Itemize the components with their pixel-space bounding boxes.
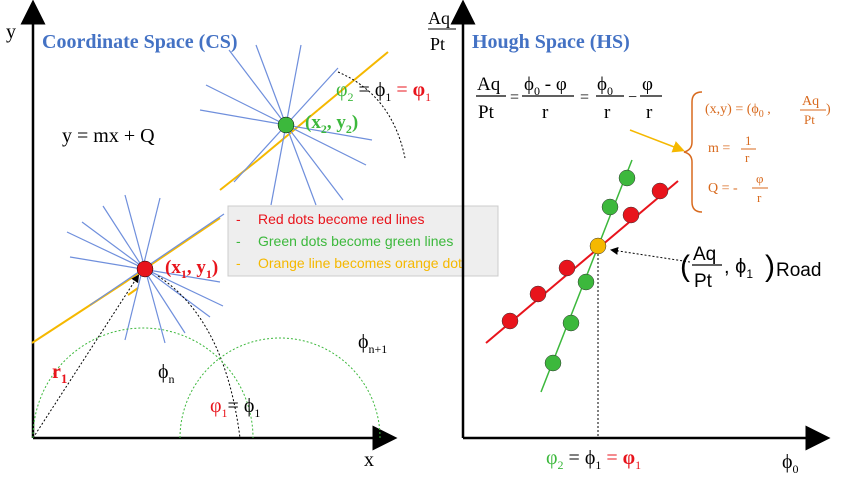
hs-mapping: (x,y) = (ϕ0 , Aq Pt ) m = 1 r Q = - φ r xyxy=(683,91,831,213)
svg-text:φ: φ xyxy=(642,74,653,95)
svg-text:): ) xyxy=(826,102,831,117)
hs-y-axis-label-den: Pt xyxy=(430,34,445,54)
cs-red-point xyxy=(136,260,154,278)
svg-text:(x,y) = (ϕ0 ,: (x,y) = (ϕ0 , xyxy=(705,102,771,120)
legend-item-green: - Green dots become green lines xyxy=(236,233,453,249)
svg-text:Aq: Aq xyxy=(477,74,501,95)
cs-equation: y = mx + Q xyxy=(62,125,155,147)
svg-text:Q = -: Q = - xyxy=(708,181,738,196)
hs-red-dot xyxy=(529,285,547,303)
svg-text:1: 1 xyxy=(745,133,752,148)
cs-x-axis-label: x xyxy=(364,449,374,471)
svg-text:r: r xyxy=(646,102,653,123)
svg-text:Pt: Pt xyxy=(694,271,713,292)
hs-red-line xyxy=(485,180,679,344)
cs-title: Coordinate Space (CS) xyxy=(42,31,238,53)
hs-red-dot xyxy=(501,312,519,330)
svg-text:Aq: Aq xyxy=(802,94,819,109)
hs-green-dot xyxy=(544,354,562,372)
legend-item-red: - Red dots become red lines xyxy=(236,211,425,227)
r1-vector xyxy=(32,274,140,439)
svg-text:r: r xyxy=(745,150,750,165)
hs-bottom-eq: φ2 = ϕ1 = φ1 xyxy=(546,447,641,472)
svg-text:r: r xyxy=(757,190,762,205)
cs-p2-label: (x2, y2) xyxy=(305,112,358,136)
hs-y-axis-label-num: Aq xyxy=(428,8,450,28)
svg-text:ϕ0: ϕ0 xyxy=(597,74,613,98)
hs-green-dot xyxy=(618,169,636,187)
svg-text:m =: m = xyxy=(708,141,730,156)
cs-angle-arc-phi1 xyxy=(157,275,241,439)
legend-box: - Red dots become red lines - Green dots b… xyxy=(227,205,499,277)
cs-phi-n-label: ϕn xyxy=(158,361,175,386)
hs-red-dot xyxy=(622,206,640,224)
hough-space-panel: Aq Pt ϕ0 Hough Space (HS) Aq Pt = ϕ0 - φ… xyxy=(428,0,831,476)
svg-text:r: r xyxy=(542,102,549,123)
cs-angle-arc-top xyxy=(337,71,406,159)
hs-x-axis-label: ϕ0 xyxy=(782,451,799,476)
hs-green-dot xyxy=(577,273,595,291)
cs-arc-phi-n xyxy=(32,327,254,439)
svg-text:Road: Road xyxy=(776,260,821,281)
hs-red-dots xyxy=(501,182,669,330)
cs-angle-eq-top: φ2 = ϕ1 = φ1 xyxy=(336,79,431,104)
svg-text:r: r xyxy=(604,102,611,123)
svg-text:−: − xyxy=(628,89,637,106)
svg-text:ϕ0 - φ: ϕ0 - φ xyxy=(524,74,567,98)
svg-text:φ: φ xyxy=(756,171,764,186)
cs-p1-label: (x1, y1) xyxy=(165,257,218,281)
cs-r1-label: r1 xyxy=(52,361,67,386)
svg-text:): ) xyxy=(765,250,775,283)
road-pointer-arrow xyxy=(610,246,691,263)
hs-red-dot xyxy=(558,259,576,277)
cs-green-point xyxy=(277,116,295,134)
hs-red-dot xyxy=(651,182,669,200)
svg-text:(: ( xyxy=(680,250,690,283)
hs-road-label: ( Aq Pt , ϕ1 ) Road xyxy=(680,244,821,292)
hs-green-dot xyxy=(601,198,619,216)
cs-angle-eq-bottom: φ1= ϕ1 xyxy=(210,395,260,420)
hs-green-dots xyxy=(544,169,636,372)
hs-title: Hough Space (HS) xyxy=(472,31,630,53)
svg-text:=: = xyxy=(580,89,589,106)
hs-green-dot xyxy=(562,314,580,332)
svg-text:Pt: Pt xyxy=(804,112,815,127)
cs-phi-n1-label: ϕn+1 xyxy=(358,331,387,356)
svg-text:Pt: Pt xyxy=(478,102,495,123)
formula-to-mapping-arrow xyxy=(629,129,685,153)
svg-text:=: = xyxy=(510,89,519,106)
cs-y-axis-label: y xyxy=(6,21,16,43)
cs-arc-phi-n1 xyxy=(179,337,381,439)
legend-item-orange: - Orange line becomes orange dot xyxy=(236,255,462,271)
svg-text:Aq: Aq xyxy=(693,244,716,265)
hs-orange-dot xyxy=(589,237,607,255)
coordinate-space-panel: y x Coordinate Space (CS) xyxy=(6,0,431,471)
hs-main-formula: Aq Pt = ϕ0 - φ r = ϕ0 r − φ r xyxy=(476,74,662,123)
svg-text:, ϕ1: , ϕ1 xyxy=(724,256,753,281)
